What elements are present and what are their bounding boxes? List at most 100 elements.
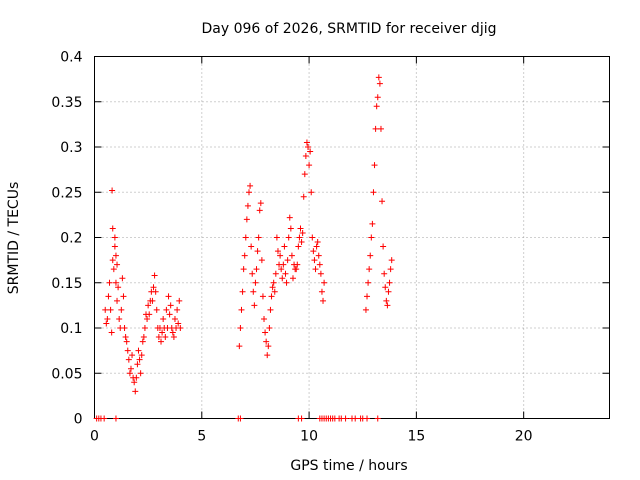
data-point bbox=[244, 202, 251, 209]
y-tick-label: 0.25 bbox=[51, 185, 82, 201]
data-point bbox=[123, 338, 130, 345]
x-tick-label: 0 bbox=[90, 429, 99, 445]
data-point bbox=[112, 252, 119, 259]
data-point bbox=[315, 252, 322, 259]
data-point bbox=[352, 415, 359, 422]
data-point bbox=[247, 182, 254, 189]
data-point bbox=[380, 243, 387, 250]
data-point bbox=[387, 266, 394, 273]
data-point bbox=[271, 288, 278, 295]
data-point bbox=[269, 284, 276, 291]
data-point bbox=[372, 125, 379, 132]
data-point bbox=[261, 315, 268, 322]
data-point bbox=[119, 275, 126, 282]
data-point bbox=[248, 243, 255, 250]
data-point bbox=[382, 284, 389, 291]
data-point bbox=[279, 275, 286, 282]
data-point bbox=[112, 415, 119, 422]
data-point bbox=[111, 243, 118, 250]
data-point bbox=[109, 225, 116, 232]
data-point bbox=[366, 266, 373, 273]
data-point bbox=[374, 94, 381, 101]
data-point bbox=[108, 329, 115, 336]
data-point bbox=[138, 352, 145, 359]
data-point bbox=[307, 148, 314, 155]
data-point bbox=[383, 297, 390, 304]
x-axis-label: GPS time / hours bbox=[290, 458, 407, 474]
data-point bbox=[321, 279, 328, 286]
data-point bbox=[255, 234, 262, 241]
data-markers bbox=[93, 74, 395, 422]
data-point bbox=[379, 198, 386, 205]
data-point bbox=[268, 293, 275, 300]
data-point bbox=[246, 189, 252, 196]
axis-tick-labels: 0 0.05 0.1 0.15 0.2 0.25 0.3 0.35 0.4 0 5 10 15 20 bbox=[51, 50, 532, 445]
data-point bbox=[285, 234, 292, 241]
data-point bbox=[125, 356, 132, 363]
data-point bbox=[159, 329, 166, 336]
data-point bbox=[243, 216, 250, 223]
data-point bbox=[114, 261, 121, 268]
data-point bbox=[264, 352, 271, 359]
data-point bbox=[121, 325, 128, 331]
data-point bbox=[263, 338, 270, 345]
data-point bbox=[367, 252, 374, 259]
data-point bbox=[310, 248, 317, 255]
data-point bbox=[237, 415, 244, 422]
data-point bbox=[146, 311, 153, 318]
data-point bbox=[278, 266, 285, 273]
data-point bbox=[151, 272, 158, 279]
data-point bbox=[102, 306, 109, 313]
y-tick-label: 0.05 bbox=[51, 366, 82, 382]
data-point bbox=[317, 270, 324, 277]
data-point bbox=[369, 220, 376, 227]
data-point bbox=[302, 153, 309, 160]
data-point bbox=[120, 293, 127, 300]
data-point bbox=[258, 257, 265, 264]
data-point bbox=[177, 325, 184, 331]
data-point bbox=[111, 234, 118, 241]
data-point bbox=[239, 288, 246, 295]
data-point bbox=[293, 266, 300, 273]
data-point bbox=[250, 288, 257, 295]
data-point bbox=[175, 320, 182, 327]
data-point bbox=[158, 338, 165, 345]
data-point bbox=[106, 279, 113, 286]
data-point bbox=[118, 306, 125, 313]
data-point bbox=[104, 315, 111, 322]
data-point bbox=[259, 293, 266, 300]
data-point bbox=[252, 279, 259, 286]
data-point bbox=[129, 352, 136, 359]
data-point bbox=[374, 415, 381, 422]
data-point bbox=[365, 279, 372, 286]
data-point bbox=[140, 334, 147, 341]
data-point bbox=[131, 379, 138, 386]
y-tick-label: 0 bbox=[74, 412, 83, 428]
data-point bbox=[126, 370, 133, 377]
data-point bbox=[249, 270, 256, 277]
data-point bbox=[115, 284, 122, 291]
x-tick-label: 15 bbox=[407, 429, 425, 445]
data-point bbox=[171, 315, 178, 322]
data-point bbox=[303, 139, 310, 146]
data-point bbox=[124, 347, 131, 354]
data-point bbox=[153, 306, 160, 313]
data-point bbox=[301, 171, 308, 178]
data-point bbox=[295, 243, 302, 250]
data-point bbox=[272, 270, 279, 277]
plot-grid bbox=[94, 56, 610, 419]
data-point bbox=[149, 297, 156, 304]
data-point bbox=[266, 325, 273, 331]
data-point bbox=[251, 302, 258, 309]
y-tick-label: 0.2 bbox=[60, 231, 82, 247]
data-point bbox=[385, 288, 392, 295]
data-point bbox=[109, 187, 116, 194]
data-point bbox=[139, 338, 146, 345]
data-point bbox=[257, 200, 264, 207]
data-point bbox=[298, 415, 305, 422]
data-point bbox=[253, 266, 260, 273]
data-point bbox=[289, 275, 296, 282]
data-point bbox=[256, 207, 263, 214]
data-point bbox=[373, 103, 380, 110]
data-point bbox=[281, 243, 288, 250]
